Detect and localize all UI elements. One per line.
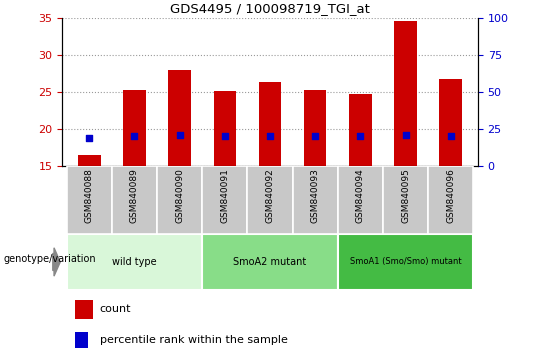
Text: wild type: wild type [112,257,157,267]
Bar [66,166,112,234]
Bar [157,166,202,234]
Point [220,133,229,139]
Bar [428,166,474,234]
Bar [259,82,281,166]
Text: GSM840088: GSM840088 [85,169,94,223]
Bar [394,21,417,166]
Bar [247,166,293,234]
Bar [112,166,157,234]
Bar [440,79,462,166]
Text: GSM840089: GSM840089 [130,169,139,223]
Text: GSM840096: GSM840096 [446,169,455,223]
Point [266,133,274,139]
Bar [383,166,428,234]
Bar [349,94,372,166]
Text: GSM840092: GSM840092 [266,169,274,223]
Text: GSM840091: GSM840091 [220,169,230,223]
Point [311,134,320,139]
Point [130,133,139,139]
FancyArrow shape [53,248,60,276]
Text: percentile rank within the sample: percentile rank within the sample [99,335,287,345]
Text: count: count [99,304,131,314]
Bar [304,90,327,166]
Text: SmoA1 (Smo/Smo) mutant: SmoA1 (Smo/Smo) mutant [350,257,461,267]
Bar [123,90,146,166]
Title: GDS4495 / 100098719_TGI_at: GDS4495 / 100098719_TGI_at [170,2,370,15]
Bar [202,166,247,234]
Bar [66,234,202,290]
Point [356,134,364,139]
Bar [75,300,93,319]
Text: GSM840095: GSM840095 [401,169,410,223]
Bar [338,166,383,234]
Text: GSM840094: GSM840094 [356,169,365,223]
Point [85,135,93,141]
Bar [213,91,236,166]
Bar [202,234,338,290]
Point [401,132,410,138]
Point [447,133,455,138]
Bar [78,155,100,166]
Bar [338,234,474,290]
Bar [293,166,338,234]
Text: SmoA2 mutant: SmoA2 mutant [233,257,307,267]
Text: GSM840090: GSM840090 [175,169,184,223]
Text: GSM840093: GSM840093 [310,169,320,223]
Point [176,133,184,138]
Bar [75,332,88,348]
Bar [168,70,191,166]
Text: genotype/variation: genotype/variation [3,254,96,264]
